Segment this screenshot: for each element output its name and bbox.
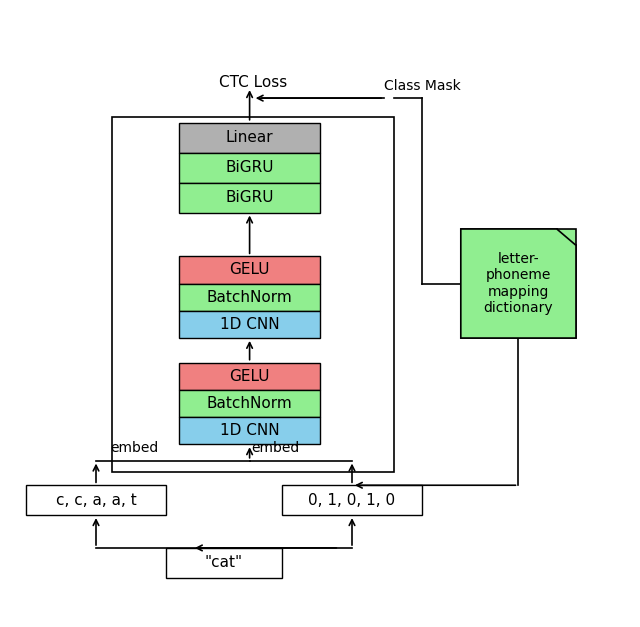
FancyBboxPatch shape <box>179 152 320 182</box>
Text: BiGRU: BiGRU <box>225 190 274 205</box>
FancyBboxPatch shape <box>112 117 394 472</box>
FancyBboxPatch shape <box>179 362 320 390</box>
FancyBboxPatch shape <box>179 182 320 213</box>
Text: 1D CNN: 1D CNN <box>220 423 280 438</box>
Polygon shape <box>461 229 576 338</box>
Text: embed: embed <box>251 441 300 455</box>
Text: 1D CNN: 1D CNN <box>220 317 280 332</box>
Text: BatchNorm: BatchNorm <box>207 396 292 411</box>
FancyBboxPatch shape <box>179 390 320 417</box>
Text: BatchNorm: BatchNorm <box>207 290 292 305</box>
Text: GELU: GELU <box>229 369 270 384</box>
Text: c, c, a, a, t: c, c, a, a, t <box>56 493 136 508</box>
Text: letter-
phoneme
mapping
dictionary: letter- phoneme mapping dictionary <box>484 252 553 315</box>
FancyBboxPatch shape <box>179 417 320 445</box>
FancyBboxPatch shape <box>282 485 422 515</box>
Text: Linear: Linear <box>226 130 273 145</box>
Text: GELU: GELU <box>229 262 270 277</box>
Text: BiGRU: BiGRU <box>225 160 274 175</box>
FancyBboxPatch shape <box>179 283 320 311</box>
Text: embed: embed <box>110 441 159 455</box>
FancyBboxPatch shape <box>179 256 320 283</box>
FancyBboxPatch shape <box>26 485 166 515</box>
Text: "cat": "cat" <box>205 556 243 571</box>
FancyBboxPatch shape <box>166 548 282 578</box>
Text: Class Mask: Class Mask <box>384 78 461 93</box>
Text: CTC Loss: CTC Loss <box>219 75 287 90</box>
Text: 0, 1, 0, 1, 0: 0, 1, 0, 1, 0 <box>308 493 396 508</box>
FancyBboxPatch shape <box>179 123 320 152</box>
FancyBboxPatch shape <box>179 311 320 338</box>
FancyBboxPatch shape <box>461 229 576 338</box>
